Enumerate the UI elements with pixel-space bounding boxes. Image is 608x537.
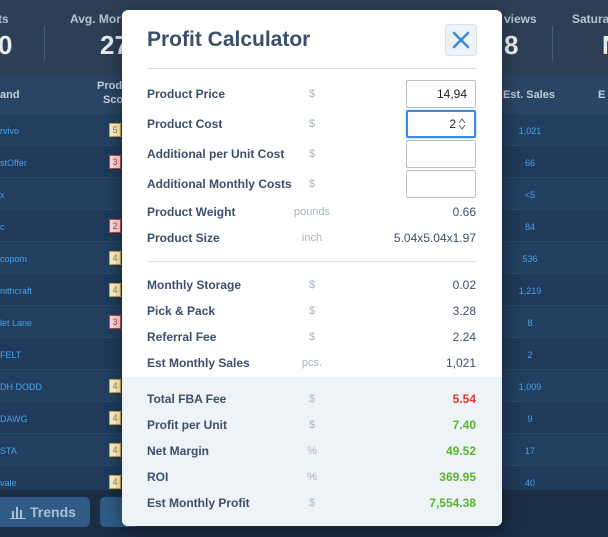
dialog-title: Profit Calculator (147, 28, 311, 51)
net-margin-row: Net Margin % 49.52 (147, 444, 476, 458)
score-badge: 5 (109, 123, 121, 137)
stat-tile: Avg. Mor 27 (70, 12, 129, 60)
brand-link[interactable]: DAWG (0, 414, 28, 424)
score-badge: 4 (109, 379, 121, 393)
column-header-last[interactable]: E (598, 89, 606, 101)
column-header-score-line2: Sco (103, 94, 124, 106)
brand-link[interactable]: vale (0, 478, 17, 488)
score-badge: 4 (109, 443, 121, 457)
additional-unit-cost-row: Additional per Unit Cost $ (147, 147, 316, 161)
results-section (122, 377, 502, 526)
product-price-row: Product Price $ (147, 87, 316, 101)
divider (44, 26, 45, 60)
score-badge: 4 (109, 411, 121, 425)
brand-link[interactable]: stOffer (0, 158, 27, 168)
additional-monthly-costs-input[interactable] (406, 170, 476, 198)
brand-link[interactable]: DH DODD (0, 382, 42, 392)
est-sales-value: 2 (527, 350, 533, 360)
est-monthly-sales-row: Est Monthly Sales pcs. 1,021 (147, 356, 476, 370)
stat-tile: views 8 (504, 12, 537, 60)
est-sales-value: <5 (524, 190, 536, 200)
divider (147, 261, 477, 262)
bar-chart-icon (10, 507, 26, 519)
est-monthly-profit-row: Est Monthly Profit $ 7,554.38 (147, 496, 476, 510)
total-fba-fee-row: Total FBA Fee $ 5.54 (147, 392, 476, 406)
brand-link[interactable]: STA (0, 446, 17, 456)
pick-pack-row: Pick & Pack $ 3.28 (147, 304, 476, 318)
est-sales-value: 1,219 (518, 286, 542, 296)
additional-unit-cost-input[interactable] (406, 140, 476, 168)
est-sales-value: 84 (524, 222, 535, 232)
est-sales-value: 17 (524, 446, 535, 456)
brand-link[interactable]: copom (0, 254, 28, 264)
stat-tile: ts 0 (0, 12, 13, 60)
score-badge: 3 (109, 155, 121, 169)
divider (552, 26, 553, 60)
product-weight-row: Product Weight pounds 0.66 (147, 205, 476, 219)
monthly-storage-row: Monthly Storage $ 0.02 (147, 278, 476, 292)
score-badge: 3 (109, 315, 121, 329)
est-sales-value: 536 (522, 254, 538, 264)
product-cost-input[interactable] (406, 110, 476, 138)
est-sales-value: 1,009 (518, 382, 542, 392)
brand-link[interactable]: let Lane (0, 318, 33, 328)
profit-calculator-dialog: Profit Calculator Product Price $ Produc… (122, 10, 502, 526)
score-badge: 4 (109, 283, 121, 297)
column-header-score[interactable]: Prod (97, 80, 123, 92)
product-price-input[interactable] (406, 80, 476, 108)
score-badge: 4 (109, 475, 121, 489)
est-sales-value: 66 (524, 158, 535, 168)
profit-per-unit-row: Profit per Unit $ 7.40 (147, 418, 476, 432)
brand-link[interactable]: c (0, 222, 5, 232)
column-header-sales[interactable]: Est. Sales (503, 89, 555, 101)
est-sales-value: 8 (527, 318, 533, 328)
est-sales-value: 40 (524, 478, 535, 488)
brand-link[interactable]: nithcraft (0, 286, 33, 296)
roi-row: ROI % 369.95 (147, 470, 476, 484)
column-header-brand[interactable]: and (0, 89, 20, 101)
product-size-row: Product Size inch 5.04x5.04x1.97 (147, 231, 476, 245)
est-sales-value: 9 (527, 414, 533, 424)
additional-monthly-costs-row: Additional Monthly Costs $ (147, 177, 316, 191)
referral-fee-row: Referral Fee $ 2.24 (147, 330, 476, 344)
score-badge: 4 (109, 251, 121, 265)
brand-link[interactable]: FELT (0, 350, 22, 360)
brand-link[interactable]: rvivo (0, 126, 20, 136)
trends-button[interactable]: Trends (0, 497, 90, 527)
est-sales-value: 1,021 (518, 126, 542, 136)
close-icon (452, 31, 470, 49)
product-cost-row: Product Cost $ (147, 117, 316, 131)
stat-tile: Satura N (572, 12, 608, 60)
divider (147, 68, 477, 69)
close-button[interactable] (445, 24, 477, 56)
score-badge: 2 (109, 219, 121, 233)
spinner-arrows-icon[interactable] (458, 118, 466, 130)
brand-link[interactable]: x (0, 190, 5, 200)
